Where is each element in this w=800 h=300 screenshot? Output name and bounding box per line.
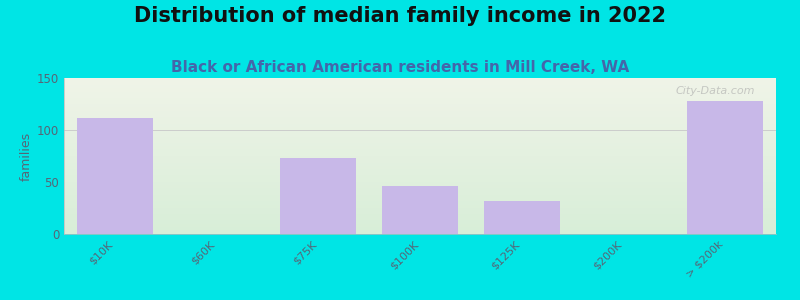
Text: Black or African American residents in Mill Creek, WA: Black or African American residents in M… [171,60,629,75]
Text: Distribution of median family income in 2022: Distribution of median family income in … [134,6,666,26]
Bar [382,186,458,234]
Bar [687,101,763,234]
Bar [280,158,357,234]
Y-axis label: families: families [20,131,33,181]
Bar [77,118,153,234]
Bar [483,201,560,234]
Text: City-Data.com: City-Data.com [675,86,754,96]
